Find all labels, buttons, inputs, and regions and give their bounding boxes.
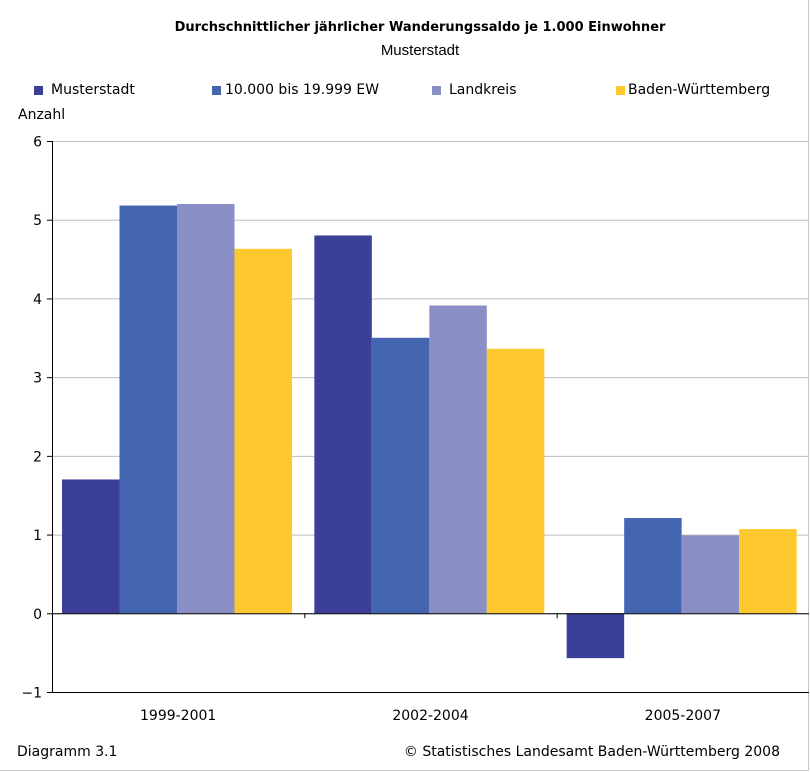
bar <box>566 613 625 659</box>
bar <box>624 518 682 614</box>
legend-swatch-baden-wuerttemberg <box>616 85 625 95</box>
legend-label-musterstadt: Musterstadt <box>51 82 135 98</box>
y-tick-label: 1 <box>33 528 42 544</box>
y-tick-label: 3 <box>33 371 42 387</box>
chart-title: Durchschnittlicher jährlicher Wanderungs… <box>174 20 666 35</box>
x-tick-label: 2005-2007 <box>645 708 721 724</box>
x-tick-label: 2002-2004 <box>392 708 468 724</box>
y-tick-label: 6 <box>33 135 42 151</box>
y-tick-label: 4 <box>33 292 42 308</box>
y-tick-label: −1 <box>21 686 42 702</box>
bar <box>177 203 235 614</box>
legend-item-10000-19999: 10.000 bis 19.999 EW <box>212 82 379 98</box>
legend-swatch-landkreis <box>432 85 441 95</box>
legend-swatch-musterstadt <box>34 85 43 95</box>
legend-label-baden-wuerttemberg: Baden-Württemberg <box>628 82 771 98</box>
legend-swatch-10000-19999 <box>212 85 221 95</box>
bar <box>314 235 372 614</box>
bar <box>119 205 177 614</box>
footer-copyright: © Statistisches Landesamt Baden-Württemb… <box>403 744 780 760</box>
bar <box>739 529 797 614</box>
y-axis-label: Anzahl <box>18 107 66 123</box>
bar <box>486 348 545 614</box>
legend-item-musterstadt: Musterstadt <box>34 82 135 98</box>
y-tick-label: 2 <box>33 449 42 465</box>
bar <box>234 248 292 614</box>
x-tick-label: 1999-2001 <box>140 708 216 724</box>
bar <box>371 337 430 614</box>
y-tick-label: 5 <box>33 213 42 229</box>
footer-caption: Diagramm 3.1 <box>17 744 118 760</box>
bar <box>62 479 120 614</box>
bar <box>681 535 740 614</box>
legend-label-10000-19999: 10.000 bis 19.999 EW <box>225 82 380 98</box>
chart-subtitle: Musterstadt <box>380 42 460 59</box>
legend-item-baden-wuerttemberg: Baden-Württemberg <box>616 82 770 98</box>
bar <box>429 305 487 614</box>
legend-item-landkreis: Landkreis <box>432 82 517 98</box>
y-tick-label: 0 <box>33 607 42 623</box>
legend-label-landkreis: Landkreis <box>449 82 517 98</box>
